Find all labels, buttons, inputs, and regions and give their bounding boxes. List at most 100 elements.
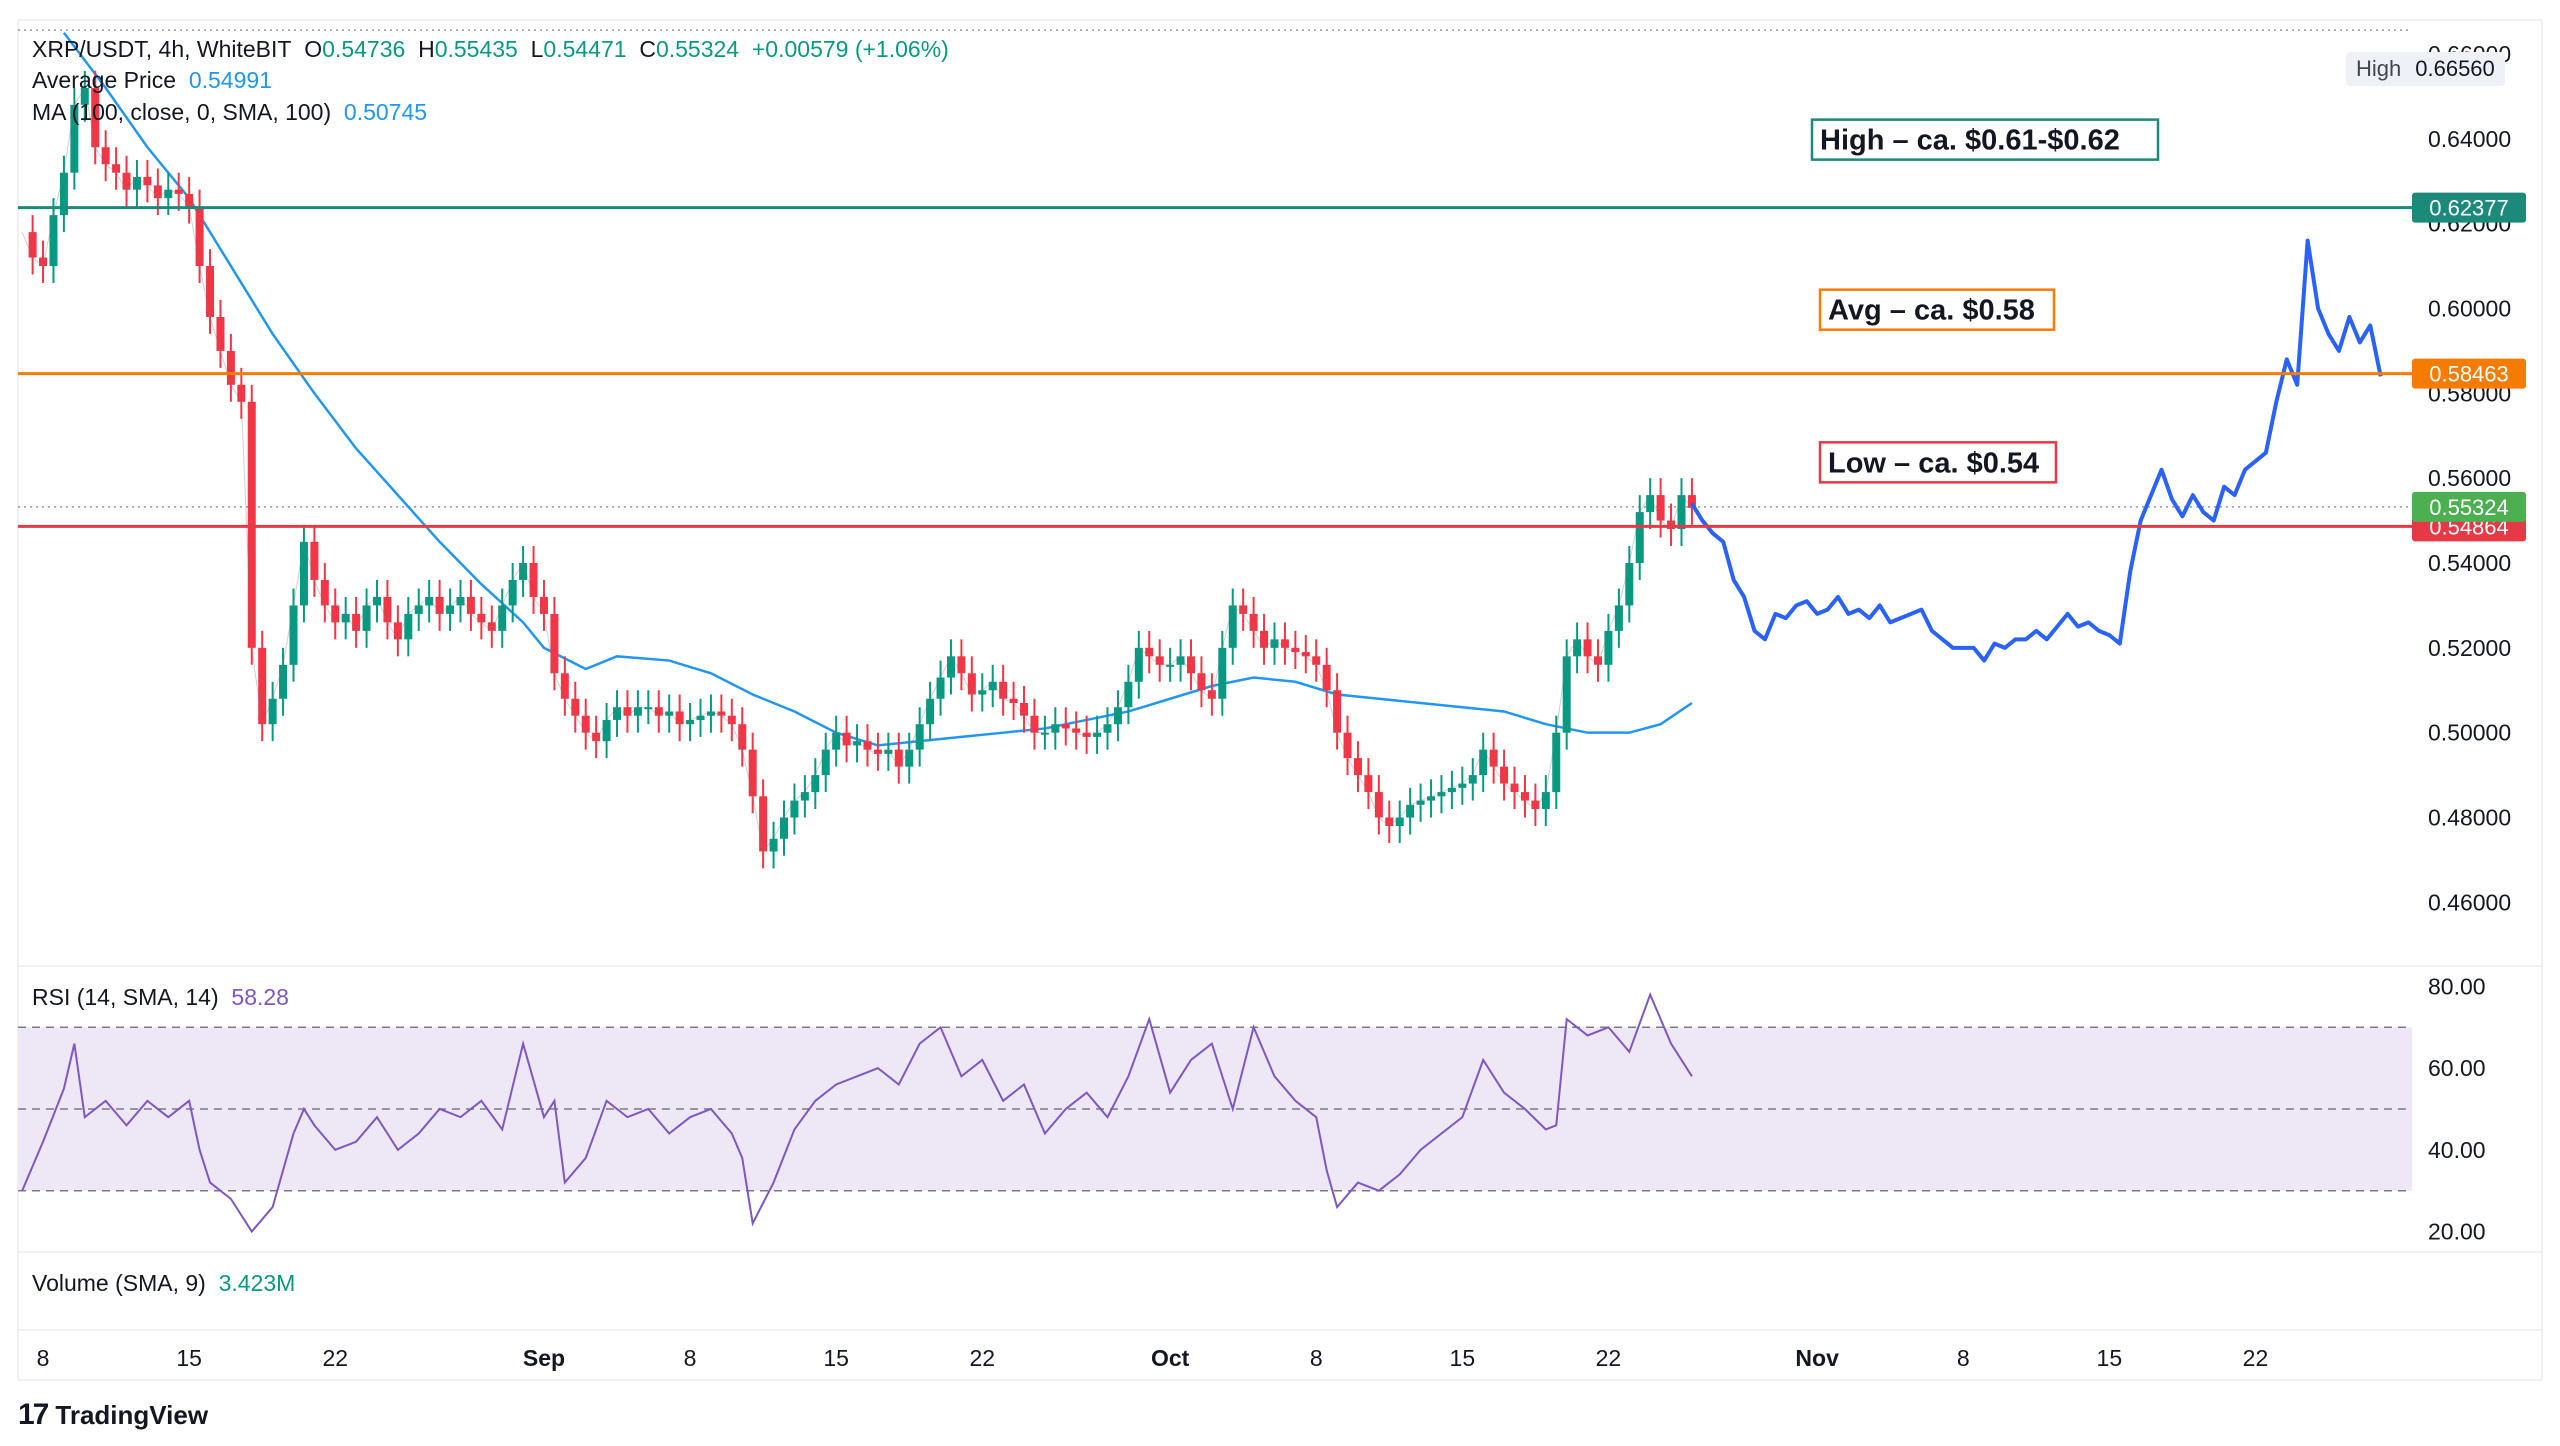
price-candle <box>226 350 235 385</box>
price-candle <box>1406 804 1415 818</box>
price-candle <box>91 87 100 148</box>
time-axis-tick: Oct <box>1151 1345 1190 1371</box>
price-candle <box>101 147 110 165</box>
price-candle <box>446 605 455 614</box>
price-candle <box>1604 630 1613 665</box>
price-candle <box>811 775 820 793</box>
low-value: 0.54471 <box>543 36 627 62</box>
price-candle <box>487 622 496 631</box>
price-candle <box>143 176 152 186</box>
price-candle <box>414 605 423 614</box>
time-axis-tick: 22 <box>2243 1345 2269 1371</box>
time-axis-tick: 22 <box>969 1345 995 1371</box>
rsi-axis-tick: 60.00 <box>2428 1055 2486 1081</box>
price-candle <box>393 622 402 640</box>
price-candle <box>341 613 350 623</box>
price-candle <box>654 707 663 716</box>
price-candle <box>1082 732 1091 737</box>
price-candle <box>1427 796 1436 801</box>
price-candle <box>237 384 246 402</box>
price-candle <box>926 698 935 725</box>
rsi-value: 58.28 <box>231 984 289 1010</box>
chart-frame <box>17 19 2543 1381</box>
price-candle <box>153 185 162 199</box>
price-candle <box>1040 732 1049 735</box>
price-candle <box>258 647 267 725</box>
rsi-axis-tick: 80.00 <box>2428 973 2486 999</box>
price-candle <box>456 596 465 606</box>
price-candle <box>853 741 862 746</box>
price-candle <box>425 596 434 606</box>
time-axis-tick: 8 <box>37 1345 50 1371</box>
price-candle <box>529 562 538 597</box>
open-value: 0.54736 <box>322 36 406 62</box>
price-candle <box>1520 792 1529 801</box>
volume-legend[interactable]: Volume (SMA, 9) 3.423M <box>32 1268 295 1298</box>
price-candle <box>1353 758 1362 776</box>
volume-label: Volume (SMA, 9) <box>32 1270 206 1296</box>
price-axis-tick: 0.64000 <box>2428 126 2511 152</box>
price-candle <box>1489 749 1498 767</box>
price-candle <box>206 266 215 317</box>
price-candle <box>863 741 872 750</box>
ma-legend[interactable]: MA (100, close, 0, SMA, 100) 0.50745 <box>32 97 427 127</box>
price-candle <box>372 596 381 606</box>
average-price-legend[interactable]: Average Price 0.54991 <box>32 65 272 95</box>
price-candle <box>957 656 966 674</box>
price-candle <box>1155 656 1164 665</box>
time-axis-tick: 8 <box>1310 1345 1323 1371</box>
price-axis-tick: 0.48000 <box>2428 805 2511 831</box>
price-candle <box>1573 639 1582 657</box>
high-label: H <box>418 36 435 62</box>
price-candle <box>279 664 288 699</box>
tradingview-logo[interactable]: 17 TradingView <box>18 1398 208 1432</box>
price-candle <box>769 838 778 852</box>
price-candle <box>915 724 924 750</box>
price-candle <box>978 690 987 695</box>
price-candle <box>1343 732 1352 759</box>
price-candle <box>195 206 204 267</box>
price-candle <box>1500 766 1509 784</box>
price-candle <box>1093 732 1102 737</box>
price-candle <box>759 796 768 852</box>
price-candle <box>362 605 371 631</box>
price-candle <box>1635 512 1644 563</box>
price-candle <box>1312 656 1321 665</box>
price-candle <box>821 749 830 776</box>
open-label: O <box>304 36 323 62</box>
level-price-tag-value: 0.62377 <box>2429 196 2509 221</box>
price-candle <box>1207 690 1216 699</box>
price-candle <box>331 605 340 623</box>
price-candle <box>1051 724 1060 733</box>
price-candle <box>1072 728 1081 733</box>
price-candle <box>790 800 799 818</box>
price-candle <box>539 596 548 614</box>
price-candle <box>1020 702 1029 716</box>
price-candle <box>122 172 131 190</box>
price-axis-tick: 0.60000 <box>2428 295 2511 321</box>
avg-value: 0.54991 <box>188 67 272 93</box>
price-candle <box>477 613 486 623</box>
rsi-legend[interactable]: RSI (14, SMA, 14) 58.28 <box>32 982 289 1012</box>
price-candle <box>946 656 955 678</box>
price-candle <box>404 613 413 640</box>
price-candle <box>1291 647 1300 653</box>
symbol-label[interactable]: XRP/USDT, 4h, WhiteBIT <box>32 36 292 62</box>
price-candle <box>1061 724 1070 729</box>
price-candle <box>1531 800 1540 810</box>
price-candle <box>466 596 475 614</box>
price-candle <box>70 104 79 173</box>
level-label-box <box>1818 441 2058 484</box>
price-candle <box>519 562 528 580</box>
change-value: +0.00579 (+1.06%) <box>751 36 949 62</box>
price-candle <box>1249 613 1258 631</box>
level-price-tag-value: 0.58463 <box>2429 362 2509 387</box>
price-candle <box>936 677 945 699</box>
price-candle <box>644 707 653 710</box>
price-candle <box>508 579 517 606</box>
time-axis-tick: 15 <box>823 1345 849 1371</box>
price-candle <box>1145 647 1154 657</box>
price-candle <box>696 715 705 720</box>
price-candle <box>112 164 121 173</box>
